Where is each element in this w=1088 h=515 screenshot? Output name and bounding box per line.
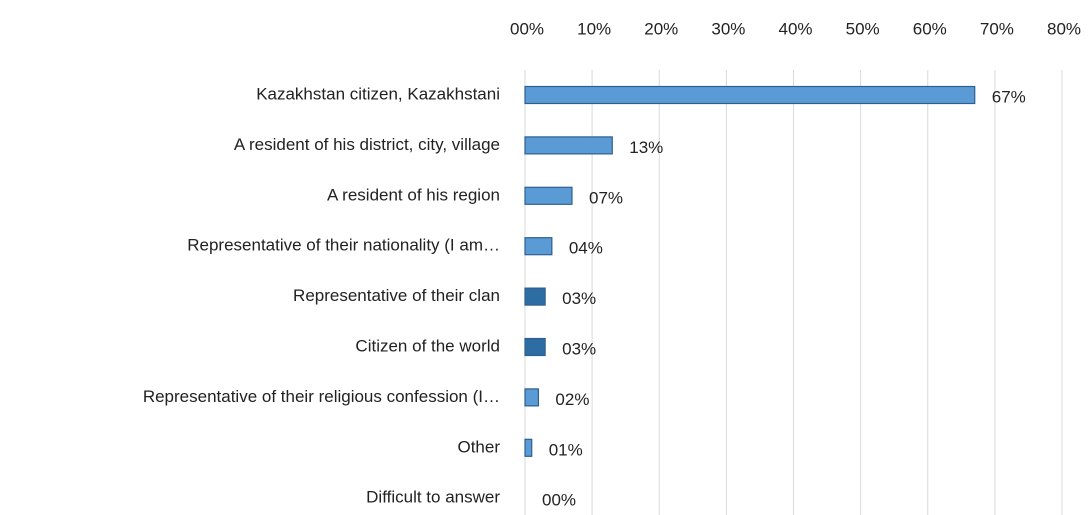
- y-tick-label: Other: [457, 437, 500, 456]
- x-tick-label: 30%: [711, 19, 745, 38]
- bar: [524, 237, 553, 256]
- bar: [524, 85, 976, 105]
- bar: [524, 388, 540, 407]
- x-tick-label: 60%: [913, 19, 947, 38]
- y-tick-label: A resident of his district, city, villag…: [234, 135, 500, 154]
- data-label: 01%: [549, 440, 583, 459]
- x-tick-label: 50%: [846, 19, 880, 38]
- data-label: 67%: [992, 87, 1026, 106]
- y-tick-label: A resident of his region: [327, 185, 500, 204]
- y-tick-label: Representative of their religious confes…: [143, 387, 500, 406]
- bar: [524, 186, 573, 205]
- data-label: 13%: [629, 138, 663, 157]
- data-label: 03%: [562, 339, 596, 358]
- y-tick-label: Kazakhstan citizen, Kazakhstani: [256, 84, 500, 103]
- x-tick-label: 20%: [644, 19, 678, 38]
- data-label: 00%: [542, 491, 576, 510]
- x-tick-label: 10%: [577, 19, 611, 38]
- data-label: 07%: [589, 188, 623, 207]
- bar: [524, 337, 546, 357]
- x-tick-label: 70%: [980, 19, 1014, 38]
- bar: [524, 136, 613, 155]
- y-tick-label: Representative of their clan: [293, 286, 500, 305]
- x-tick-label: 00%: [510, 19, 544, 38]
- y-tick-label: Citizen of the world: [355, 336, 500, 355]
- data-label: 04%: [569, 239, 603, 258]
- y-tick-label: Representative of their nationality (I a…: [187, 236, 500, 255]
- y-tick-label: Difficult to answer: [366, 488, 500, 507]
- data-label: 03%: [562, 289, 596, 308]
- bar: [524, 287, 546, 306]
- bar: [524, 438, 533, 457]
- x-tick-label: 80%: [1047, 19, 1081, 38]
- x-tick-label: 40%: [778, 19, 812, 38]
- data-label: 02%: [555, 390, 589, 409]
